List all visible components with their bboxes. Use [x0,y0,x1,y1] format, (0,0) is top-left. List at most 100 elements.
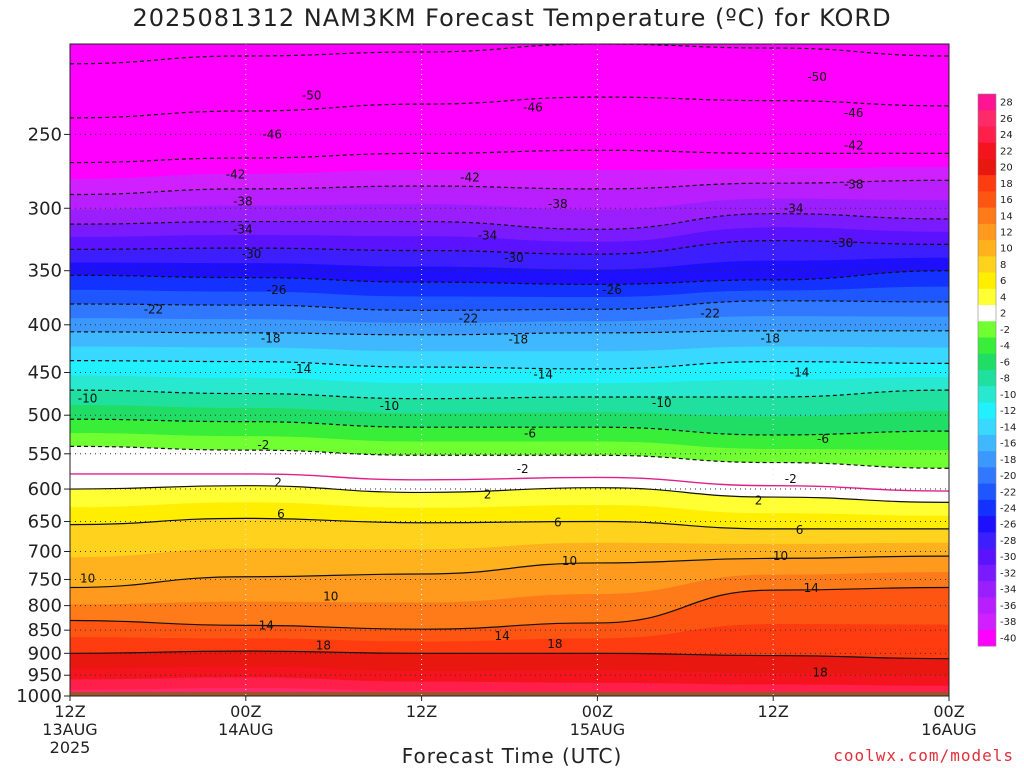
y-tick-label: 1000 [16,686,62,707]
isotherm-label: 18 [547,637,562,651]
isotherm-line [70,300,949,311]
isotherm-label: -42 [226,167,246,181]
isotherm-label: -34 [478,229,498,243]
isotherm-label: -26 [602,283,622,297]
x-tick-label: 00Z [582,702,613,721]
colorbar-tick-label: -2 [1000,325,1010,336]
colorbar-tick-label: -10 [1000,390,1016,401]
y-tick-label: 750 [28,569,62,590]
colorbar-swatch [978,272,996,290]
isotherm-line [70,240,949,255]
colorbar-swatch [978,386,996,403]
isotherm-label: -18 [508,333,528,347]
isotherm-label: 10 [323,589,338,603]
colorbar-swatch [978,337,996,355]
colorbar-tick-label: 18 [1000,179,1013,190]
isotherm-label: 18 [812,666,827,680]
isotherm-label: -6 [817,432,829,446]
colorbar-swatch [978,142,996,160]
colorbar-swatch [978,467,996,485]
isotherm-label: -50 [807,70,827,84]
colorbar-swatch [978,548,996,566]
isotherm-label: -2 [785,472,797,486]
colorbar-tick-label: -8 [1000,374,1010,385]
colorbar-tick-label: 12 [1000,228,1013,239]
y-tick-label: 650 [28,511,62,532]
colorbar-swatch [978,126,996,144]
isotherm-label: -22 [700,307,720,321]
colorbar-tick-label: 24 [1000,130,1013,141]
colorbar-tick-label: -24 [1000,504,1016,515]
isotherm-label: -6 [524,426,536,440]
isotherm-label: -42 [460,170,480,184]
isotherm-label: -50 [302,88,322,102]
y-tick-label: 950 [28,665,62,686]
colorbar-swatch [978,353,996,371]
colorbar-swatch [978,207,996,225]
plot-frame [69,43,950,697]
colorbar-swatch [978,288,996,306]
isotherm-label: -38 [233,194,253,208]
colorbar-tick-label: 8 [1000,260,1006,271]
isotherm-line [70,389,949,400]
colorbar-swatch [978,256,996,274]
isotherm-label: -10 [78,392,98,406]
y-tick-label: 500 [28,405,62,426]
colorbar-tick-label: 20 [1000,163,1013,174]
x-tick-label: 15AUG [570,720,625,739]
colorbar-tick-label: 26 [1000,114,1013,125]
isotherm-label: 2 [755,493,763,507]
isotherm-label: 6 [554,516,562,530]
source-credit[interactable]: coolwx.com/models [833,746,1014,765]
isotherm-label: -30 [834,236,854,250]
colorbar-tick-label: -20 [1000,471,1016,482]
isotherm-label: 10 [80,571,95,585]
isotherm-label: 10 [562,554,577,568]
colorbar-tick-label: -36 [1000,601,1016,612]
isotherm-line [70,96,949,119]
x-axis-title: Forecast Time (UTC) [401,744,623,768]
y-tick-label: 700 [28,542,62,563]
isotherm-label: 2 [274,475,282,489]
colorbar-tick-label: -16 [1000,439,1016,450]
colorbar-tick-label: -4 [1000,341,1010,352]
colorbar-swatch [978,370,996,387]
x-tick-label: 12Z [406,702,437,721]
isotherm-line [70,270,949,285]
isotherm-label: 2 [484,487,492,501]
colorbar-swatch [978,499,996,517]
isotherm-label: 14 [804,581,819,595]
y-tick-label: 550 [28,444,62,465]
isotherm-line [70,445,949,469]
y-tick-label: 350 [28,261,62,282]
isotherm-line [70,517,949,530]
colorbar-swatch [978,321,996,339]
colorbar-tick-label: -40 [1000,633,1016,644]
isotherm-label: -22 [459,312,479,326]
isotherm-line [70,586,949,630]
colorbar-swatch [978,175,996,192]
colorbar-swatch [978,110,996,127]
x-tick-label: 12Z [758,702,789,721]
x-tick-label: 12Z [54,702,85,721]
colorbar-tick-label: -28 [1000,536,1016,547]
colorbar-tick-label: -38 [1000,617,1016,628]
isotherm-line [70,179,949,196]
isotherm-label: 6 [277,507,285,521]
y-tick-label: 600 [28,479,62,500]
colorbar-tick-label: 10 [1000,244,1013,255]
colorbar-swatch [978,305,996,322]
temperature-colorbar: 28 26 24 22 20 18 16 14 12 10 8 6 4 2 -2 -4 -6 -8 -10 -12 -1… [977,93,1016,647]
colorbar-swatch [978,613,996,631]
temperature-fill-bands [70,44,949,696]
pressure-axis: 2503003504004505005506006507007508008509… [16,124,70,707]
isotherm-label: -18 [760,332,780,346]
colorbar-swatch [978,629,996,647]
y-tick-label: 300 [28,198,62,219]
colorbar-swatch [978,158,996,176]
colorbar-swatch [978,191,996,209]
colorbar-tick-label: -6 [1000,357,1010,368]
ground-surface [70,691,949,696]
isotherm-line [70,485,949,503]
